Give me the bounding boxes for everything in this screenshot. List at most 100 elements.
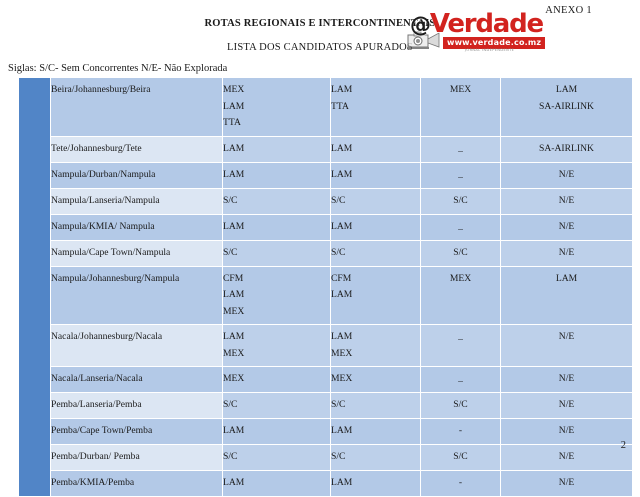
route-col2-cell: LAM [222, 418, 331, 445]
cell-value: LAM [223, 220, 245, 232]
route-col2-cell: S/C [222, 444, 331, 471]
route-col2-cell: MEX [222, 366, 331, 393]
cell-value: CFM [223, 272, 244, 284]
route-col5-cell: SA-AIRLINK [500, 135, 633, 163]
route-name-cell: Pemba/KMIA/Pemba [50, 470, 223, 497]
route-col5-cell: N/E [500, 366, 633, 393]
cell-value: N/E [558, 194, 575, 206]
route-col4-cell: _ [420, 161, 501, 189]
route-col4-cell: MEX [420, 77, 501, 137]
route-name-cell: Pemba/Lanseria/Pemba [50, 392, 223, 419]
cell-value: S/C [331, 194, 346, 206]
cell-value: - [458, 477, 463, 488]
cell-value: LAM [331, 331, 353, 342]
cell-value: LAM [331, 142, 353, 154]
cell-value: MEX [331, 347, 353, 359]
route-col4-cell: - [420, 418, 501, 445]
cell-value: LAM [555, 84, 578, 95]
route-col5-cell: N/E [500, 239, 633, 267]
route-col4-cell: _ [420, 366, 501, 393]
route-col3-cell: LAM [330, 470, 421, 497]
cell-value: LAM [223, 331, 245, 342]
cell-value: N/E [558, 399, 575, 410]
route-col4-cell: S/C [420, 392, 501, 419]
route-col3-cell: MEX [330, 366, 421, 393]
cell-value: N/E [558, 425, 575, 436]
route-name-cell: Nacala/Lanseria/Nacala [50, 366, 223, 393]
route-col2-cell: S/C [222, 239, 331, 267]
table-row: Beira/Johannesburg/Beira MEX LAM TTA LAM TTA M… [18, 77, 633, 497]
table-row: Nampula/Lanseria/Nampula S/C S/C S/C N/E [19, 187, 633, 215]
cell-value: LAM [331, 84, 353, 95]
route-name-cell: Beira/Johannesburg/Beira [50, 77, 223, 137]
table-row: Tete/Johannesburg/Tete LAM LAM _ SA-AIRLINK [19, 135, 633, 163]
route-col3-cell: CFM LAM [330, 265, 421, 325]
route-name-cell: Tete/Johannesburg/Tete [50, 135, 223, 163]
route-name-cell: Nampula/KMIA/ Nampula [50, 213, 223, 241]
cell-value: S/C [223, 246, 238, 258]
cell-value: S/C [453, 399, 468, 410]
page-number: 2 [620, 440, 626, 451]
route-col5-cell: N/E [500, 444, 633, 471]
route-col4-cell: - [420, 470, 501, 497]
route-col4-cell: S/C [420, 444, 501, 471]
route-col2-cell: LAM MEX [222, 324, 331, 367]
cell-value: N/E [558, 373, 575, 384]
route-col3-cell: S/C [330, 239, 421, 267]
route-col3-cell: S/C [330, 444, 421, 471]
table-row: Nampula/KMIA/ Nampula LAM LAM _ N/E [19, 213, 633, 241]
route-name-cell: Nampula/Johannesburg/Nampula [50, 265, 223, 325]
cell-value: N/E [558, 451, 575, 462]
table-row: Nacala/Lanseria/Nacala MEX MEX _ N/E [19, 366, 633, 393]
route-col4-cell: MEX [420, 265, 501, 325]
route-col3-cell: LAM TTA [330, 77, 421, 137]
route-col2-cell: S/C [222, 187, 331, 215]
route-name-cell: Nampula/Durban/Nampula [50, 161, 223, 189]
route-name-cell: Nampula/Cape Town/Nampula [50, 239, 223, 267]
route-col5-cell: N/E [500, 418, 633, 445]
cell-value: _ [458, 168, 463, 180]
cell-value: MEX [331, 373, 353, 384]
cell-value: N/E [558, 168, 575, 180]
cell-value: TTA [223, 117, 241, 128]
annex-label: ANEXO 1 [545, 5, 592, 16]
route-col3-cell: LAM [330, 418, 421, 445]
cell-value: LAM [223, 100, 245, 112]
cell-value: S/C [223, 194, 238, 206]
cell-value: _ [458, 331, 463, 342]
cell-value: LAM [555, 272, 578, 284]
cell-value: LAM [223, 168, 245, 180]
cell-value: - [458, 425, 463, 436]
route-col5-cell: LAM SA-AIRLINK [500, 77, 633, 137]
cell-value: CFM [331, 272, 352, 284]
route-col4-cell: _ [420, 213, 501, 241]
cell-value: LAM [223, 289, 245, 300]
side-band-cell [18, 77, 51, 497]
route-col4-cell: _ [420, 324, 501, 367]
routes-table: Beira/Johannesburg/Beira MEX LAM TTA LAM TTA M… [18, 77, 633, 497]
route-name-cell: Nacala/Johannesburg/Nacala [50, 324, 223, 367]
route-name-cell: Pemba/Durban/ Pemba [50, 444, 223, 471]
route-col2-cell: LAM [222, 213, 331, 241]
cell-value: S/C [331, 246, 346, 258]
table-row: Pemba/Lanseria/Pemba S/C S/C S/C N/E [19, 392, 633, 419]
cell-value: S/C [223, 399, 238, 410]
cell-value: S/C [453, 451, 468, 462]
routes-table-wrap: Beira/Johannesburg/Beira MEX LAM TTA LAM TTA M… [18, 77, 633, 497]
route-col2-cell: CFM LAM MEX [222, 265, 331, 325]
cell-value: MEX [223, 347, 245, 359]
route-col3-cell: S/C [330, 187, 421, 215]
route-col4-cell: _ [420, 135, 501, 163]
table-row: Nampula/Johannesburg/Nampula CFM LAM MEX CFM… [19, 265, 633, 325]
cell-value: MEX [449, 84, 472, 95]
route-col3-cell: LAM [330, 135, 421, 163]
route-col3-cell: S/C [330, 392, 421, 419]
route-col4-cell: S/C [420, 187, 501, 215]
route-name-cell: Pemba/Cape Town/Pemba [50, 418, 223, 445]
route-col2-cell: MEX LAM TTA [222, 77, 331, 137]
cell-value: S/C [223, 451, 238, 462]
route-col5-cell: N/E [500, 161, 633, 189]
cell-value: LAM [331, 289, 353, 300]
cell-value: MEX [223, 84, 245, 95]
cell-value: _ [458, 142, 463, 154]
